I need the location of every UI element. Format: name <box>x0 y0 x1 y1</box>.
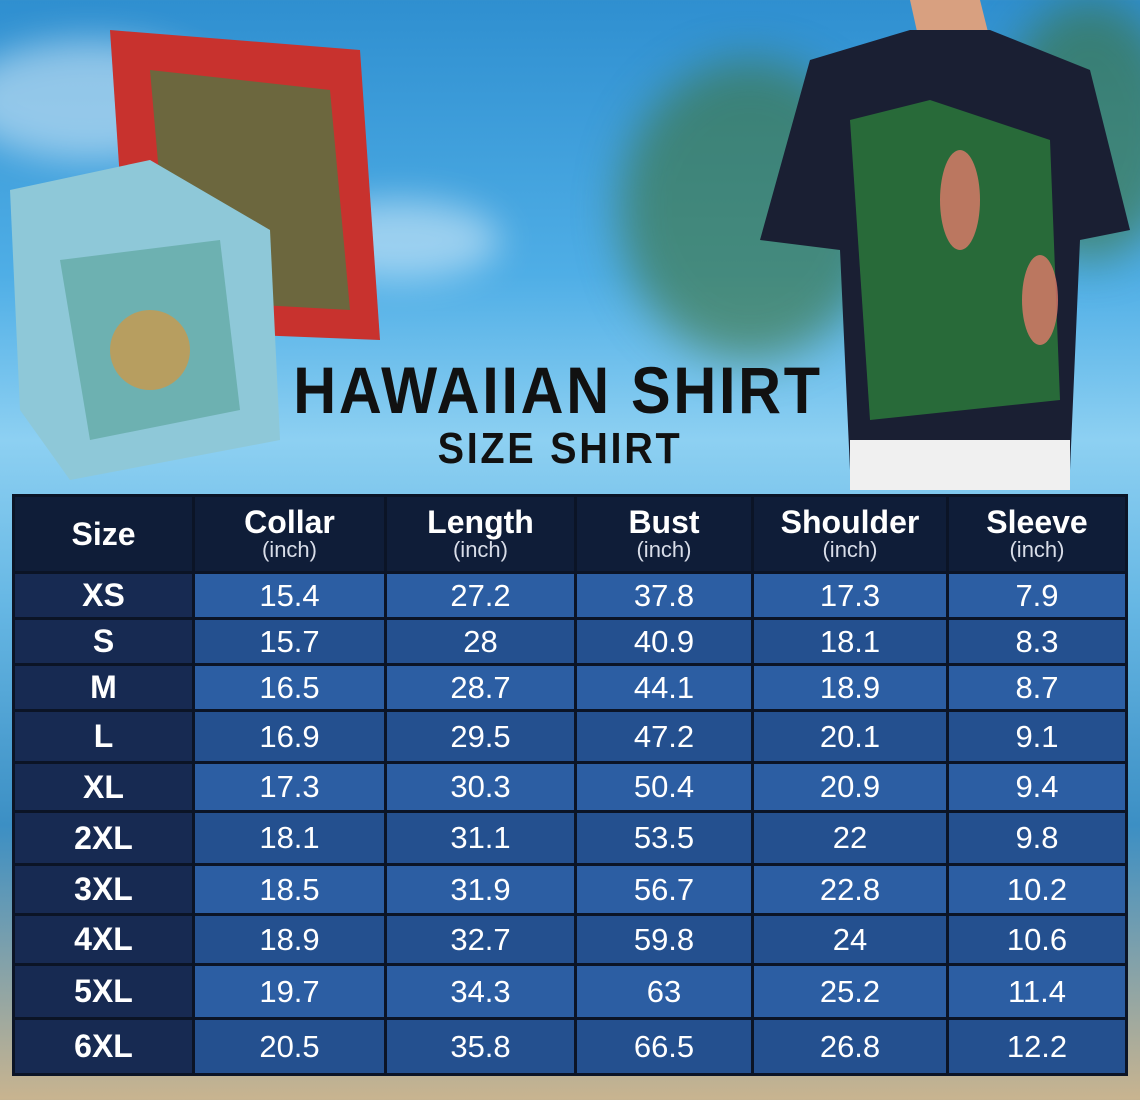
column-header-unit: (inch) <box>822 537 878 562</box>
measurement-cell: 25.2 <box>751 963 949 1020</box>
measurement-cell: 31.1 <box>384 810 577 866</box>
measurement-cell: 20.9 <box>751 761 949 813</box>
page-title: HAWAIIAN SHIRT <box>293 353 823 427</box>
measurement-cell: 50.4 <box>574 761 754 813</box>
column-header-length: Length (inch) <box>384 494 577 574</box>
measurement-cell: 37.8 <box>574 571 754 620</box>
measurement-cell: 16.5 <box>192 663 387 712</box>
folded-shirts-image <box>10 30 380 480</box>
size-label-cell: 2XL <box>12 810 195 866</box>
measurement-cell: 24 <box>751 913 949 966</box>
measurement-cell: 8.3 <box>946 617 1128 666</box>
column-header-unit: (inch) <box>452 537 508 562</box>
measurement-cell: 29.5 <box>384 709 577 764</box>
measurement-cell: 53.5 <box>574 810 754 866</box>
column-header-unit: (inch) <box>261 537 317 562</box>
column-header-label: Shoulder <box>780 504 920 540</box>
measurement-cell: 8.7 <box>946 663 1128 712</box>
measurement-cell: 26.8 <box>751 1017 949 1076</box>
measurement-cell: 10.6 <box>946 913 1128 966</box>
table-row: XL 17.3 30.3 50.4 20.9 9.4 <box>12 761 1128 813</box>
size-label-cell: XL <box>12 761 195 813</box>
size-label-cell: 4XL <box>12 913 195 966</box>
measurement-cell: 22 <box>751 810 949 866</box>
man-in-shirt-image <box>760 0 1130 490</box>
size-label-cell: 5XL <box>12 963 195 1020</box>
column-header-sleeve: Sleeve (inch) <box>946 494 1128 574</box>
table-header-row: Size Collar (inch) Length (inch) Bust (inch) Sh… <box>12 494 1128 574</box>
size-label-cell: 3XL <box>12 863 195 916</box>
table-row: M 16.5 28.7 44.1 18.9 8.7 <box>12 663 1128 712</box>
measurement-cell: 20.1 <box>751 709 949 764</box>
measurement-cell: 66.5 <box>574 1017 754 1076</box>
measurement-cell: 12.2 <box>946 1017 1128 1076</box>
measurement-cell: 19.7 <box>192 963 387 1020</box>
measurement-cell: 63 <box>574 963 754 1020</box>
measurement-cell: 30.3 <box>384 761 577 813</box>
column-header-label: Sleeve <box>986 504 1088 540</box>
table-row: L 16.9 29.5 47.2 20.1 9.1 <box>12 709 1128 764</box>
measurement-cell: 7.9 <box>946 571 1128 620</box>
size-label-cell: L <box>12 709 195 764</box>
measurement-cell: 17.3 <box>192 761 387 813</box>
measurement-cell: 44.1 <box>574 663 754 712</box>
size-chart-table: Size Collar (inch) Length (inch) Bust (inch) Sh… <box>12 494 1128 1076</box>
measurement-cell: 16.9 <box>192 709 387 764</box>
measurement-cell: 17.3 <box>751 571 949 620</box>
measurement-cell: 15.7 <box>192 617 387 666</box>
column-header-shoulder: Shoulder (inch) <box>751 494 949 574</box>
measurement-cell: 40.9 <box>574 617 754 666</box>
measurement-cell: 27.2 <box>384 571 577 620</box>
column-header-size: Size <box>12 494 195 574</box>
size-label-cell: 6XL <box>12 1017 195 1076</box>
page-subtitle: SIZE SHIRT <box>437 424 683 473</box>
measurement-cell: 59.8 <box>574 913 754 966</box>
measurement-cell: 11.4 <box>946 963 1128 1020</box>
measurement-cell: 22.8 <box>751 863 949 916</box>
measurement-cell: 18.5 <box>192 863 387 916</box>
measurement-cell: 35.8 <box>384 1017 577 1076</box>
table-row: 2XL 18.1 31.1 53.5 22 9.8 <box>12 810 1128 866</box>
measurement-cell: 18.1 <box>751 617 949 666</box>
measurement-cell: 15.4 <box>192 571 387 620</box>
column-header-label: Bust <box>628 504 700 540</box>
measurement-cell: 56.7 <box>574 863 754 916</box>
measurement-cell: 18.9 <box>192 913 387 966</box>
measurement-cell: 34.3 <box>384 963 577 1020</box>
table-row: 3XL 18.5 31.9 56.7 22.8 10.2 <box>12 863 1128 916</box>
table-row: XS 15.4 27.2 37.8 17.3 7.9 <box>12 571 1128 620</box>
measurement-cell: 18.1 <box>192 810 387 866</box>
measurement-cell: 18.9 <box>751 663 949 712</box>
size-label-cell: S <box>12 617 195 666</box>
measurement-cell: 32.7 <box>384 913 577 966</box>
size-label-cell: XS <box>12 571 195 620</box>
column-header-bust: Bust (inch) <box>574 494 754 574</box>
measurement-cell: 28.7 <box>384 663 577 712</box>
table-row: 5XL 19.7 34.3 63 25.2 11.4 <box>12 963 1128 1020</box>
column-header-collar: Collar (inch) <box>192 494 387 574</box>
measurement-cell: 20.5 <box>192 1017 387 1076</box>
column-header-label: Collar <box>244 504 335 540</box>
column-header-label: Size <box>71 516 136 552</box>
measurement-cell: 9.1 <box>946 709 1128 764</box>
table-row: 6XL 20.5 35.8 66.5 26.8 12.2 <box>12 1017 1128 1076</box>
column-header-unit: (inch) <box>1009 537 1065 562</box>
measurement-cell: 9.8 <box>946 810 1128 866</box>
measurement-cell: 10.2 <box>946 863 1128 916</box>
measurement-cell: 31.9 <box>384 863 577 916</box>
measurement-cell: 47.2 <box>574 709 754 764</box>
measurement-cell: 9.4 <box>946 761 1128 813</box>
size-label-cell: M <box>12 663 195 712</box>
column-header-label: Length <box>427 504 534 540</box>
table-row: S 15.7 28 40.9 18.1 8.3 <box>12 617 1128 666</box>
table-row: 4XL 18.9 32.7 59.8 24 10.6 <box>12 913 1128 966</box>
column-header-unit: (inch) <box>636 537 692 562</box>
measurement-cell: 28 <box>384 617 577 666</box>
